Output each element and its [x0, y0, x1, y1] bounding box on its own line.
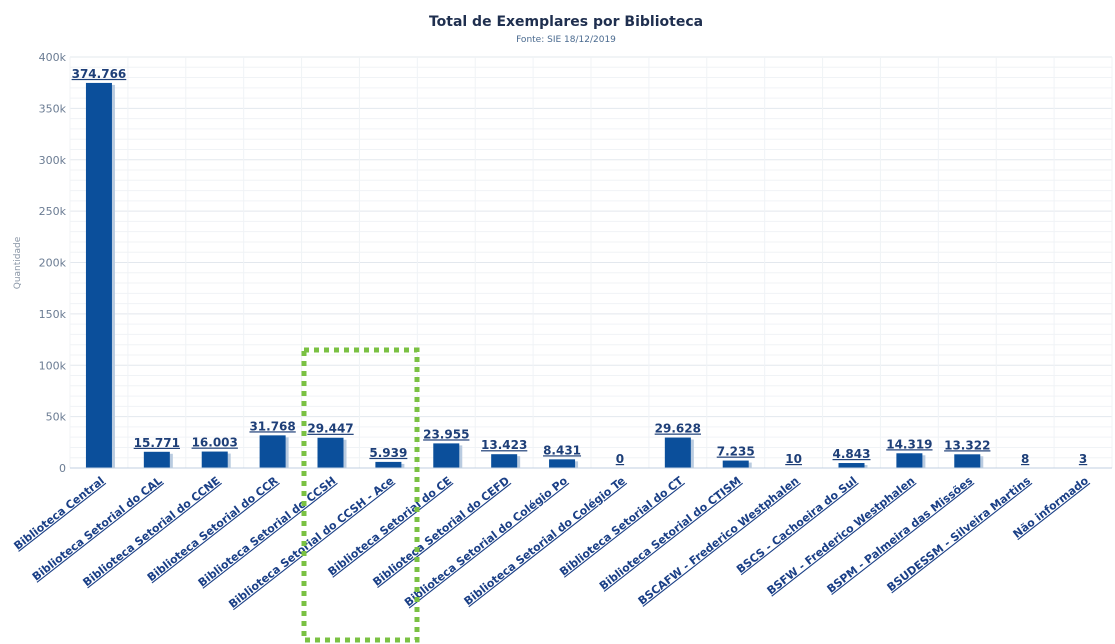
data-label[interactable]: 14.319 — [886, 437, 932, 451]
highlight-box — [301, 347, 420, 643]
data-label[interactable]: 13.423 — [481, 438, 527, 452]
y-tick-label: 350k — [39, 102, 67, 115]
data-label[interactable]: 10 — [785, 452, 802, 466]
data-label[interactable]: 4.843 — [833, 447, 871, 461]
bar[interactable] — [433, 443, 460, 468]
bar[interactable] — [722, 460, 749, 468]
y-tick-label: 300k — [39, 154, 67, 167]
data-label[interactable]: 8 — [1021, 452, 1029, 466]
y-tick-label: 200k — [39, 257, 67, 270]
data-label[interactable]: 29.628 — [655, 422, 701, 436]
data-label[interactable]: 8.431 — [543, 443, 581, 457]
bar[interactable] — [838, 463, 865, 468]
chart-subtitle: Fonte: SIE 18/12/2019 — [516, 35, 616, 45]
data-labels: 374.766 15.771 16.003 31.768 29.447 5.939 23.9… — [72, 67, 1088, 466]
data-label[interactable]: 0 — [616, 452, 624, 466]
y-axis-label: Quantidade — [13, 236, 23, 289]
data-label[interactable]: 31.768 — [249, 419, 295, 433]
chart-title: Total de Exemplares por Biblioteca — [429, 14, 703, 30]
data-label[interactable]: 13.322 — [944, 438, 990, 452]
y-tick-label: 0 — [59, 462, 66, 475]
y-tick-label: 50k — [46, 411, 67, 424]
data-label[interactable]: 5.939 — [369, 446, 407, 460]
bar[interactable] — [491, 454, 518, 468]
y-tick-label: 400k — [39, 51, 67, 64]
bar[interactable] — [85, 82, 112, 469]
category-label[interactable]: BSCS - Cachoeira do Sul — [734, 474, 859, 576]
bars — [85, 82, 1097, 469]
data-label[interactable]: 3 — [1079, 452, 1087, 466]
category-label[interactable]: Biblioteca Central — [11, 474, 106, 552]
data-label[interactable]: 16.003 — [192, 436, 238, 450]
y-tick-label: 100k — [39, 359, 67, 372]
grid — [69, 56, 1113, 469]
data-label[interactable]: 23.955 — [423, 427, 469, 441]
bar[interactable] — [896, 453, 923, 468]
bar[interactable] — [143, 451, 170, 468]
data-label[interactable]: 29.447 — [307, 422, 353, 436]
data-label[interactable]: 15.771 — [134, 436, 180, 450]
y-tick-label: 250k — [39, 205, 67, 218]
bar[interactable] — [317, 437, 344, 468]
bar[interactable] — [954, 454, 981, 468]
y-axis-ticks: 0 50k 100k 150k 200k 250k 300k 350k 400k — [39, 51, 67, 475]
data-label[interactable]: 7.235 — [717, 445, 755, 459]
y-tick-label: 150k — [39, 308, 67, 321]
bar[interactable] — [201, 451, 228, 468]
bar[interactable] — [375, 461, 402, 468]
bar[interactable] — [549, 459, 576, 468]
bar[interactable] — [664, 437, 691, 468]
bar[interactable] — [259, 435, 286, 468]
data-label[interactable]: 374.766 — [72, 67, 127, 81]
